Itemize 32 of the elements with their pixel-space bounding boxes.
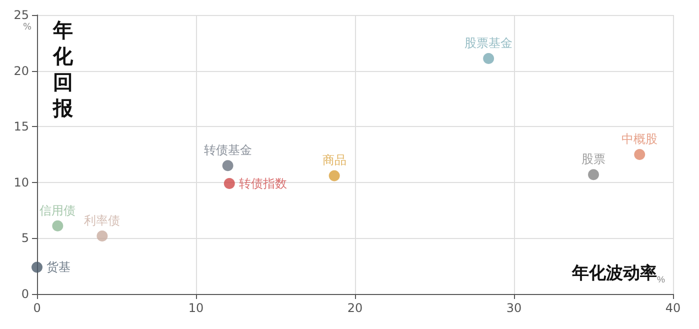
series-label: 股票: [582, 152, 606, 166]
series-label: 转债基金: [204, 143, 252, 158]
series-label: 转债指数: [238, 176, 287, 191]
text: %: [23, 22, 32, 32]
point: [634, 149, 646, 160]
point: [588, 169, 599, 180]
y-tick-label: 0: [21, 287, 29, 301]
series-label: 商品: [322, 153, 346, 168]
x-tick-label: 40: [665, 301, 681, 315]
y-tick-label: 5: [21, 231, 29, 246]
point: [32, 262, 42, 273]
series-label: 股票基金: [464, 36, 513, 50]
series-label: 利率债: [84, 213, 120, 228]
x-tick-label: 0: [33, 301, 41, 315]
point: [52, 220, 64, 232]
y-tick-label: 25: [14, 8, 29, 22]
series-label: 中概股: [622, 132, 658, 146]
x-tick-label: 30: [506, 301, 522, 315]
y-tick-label: 15: [14, 120, 29, 134]
point: [96, 230, 108, 242]
x-tick-label: 10: [188, 301, 204, 315]
x-tick-label: 20: [347, 301, 363, 315]
point: [224, 178, 235, 190]
y-tick-label: 20: [14, 64, 29, 78]
y-tick-label: 10: [14, 175, 29, 190]
series-label: 货基: [46, 260, 70, 274]
point: [328, 170, 340, 182]
point: [222, 160, 234, 172]
point: [483, 53, 494, 64]
x-axis-title: 年化波动率%: [571, 264, 666, 284]
y-axis-title: 年化回报: [52, 18, 74, 120]
series-label: 信用债: [40, 203, 76, 218]
